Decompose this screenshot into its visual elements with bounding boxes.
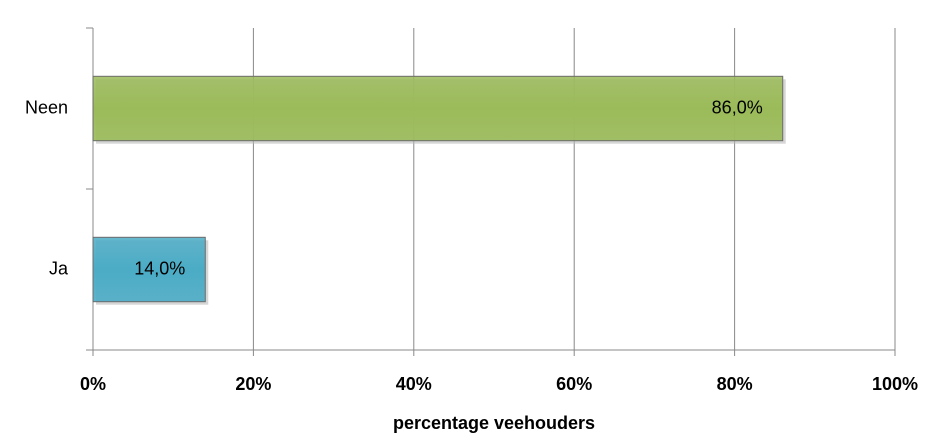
value-label: 86,0%: [712, 97, 763, 117]
x-tick-label: 0%: [80, 374, 106, 394]
x-tick-label: 60%: [556, 374, 592, 394]
x-tick-label: 40%: [396, 374, 432, 394]
x-tick-label: 20%: [235, 374, 271, 394]
y-tick-label: Neen: [25, 97, 68, 117]
bar: [92, 75, 784, 142]
x-tick-label: 80%: [717, 374, 753, 394]
y-tick-label: Ja: [49, 258, 69, 278]
bar: [92, 236, 206, 303]
value-label: 14,0%: [134, 258, 185, 278]
x-tick-label: 100%: [872, 374, 918, 394]
x-axis-title: percentage veehouders: [393, 413, 595, 433]
